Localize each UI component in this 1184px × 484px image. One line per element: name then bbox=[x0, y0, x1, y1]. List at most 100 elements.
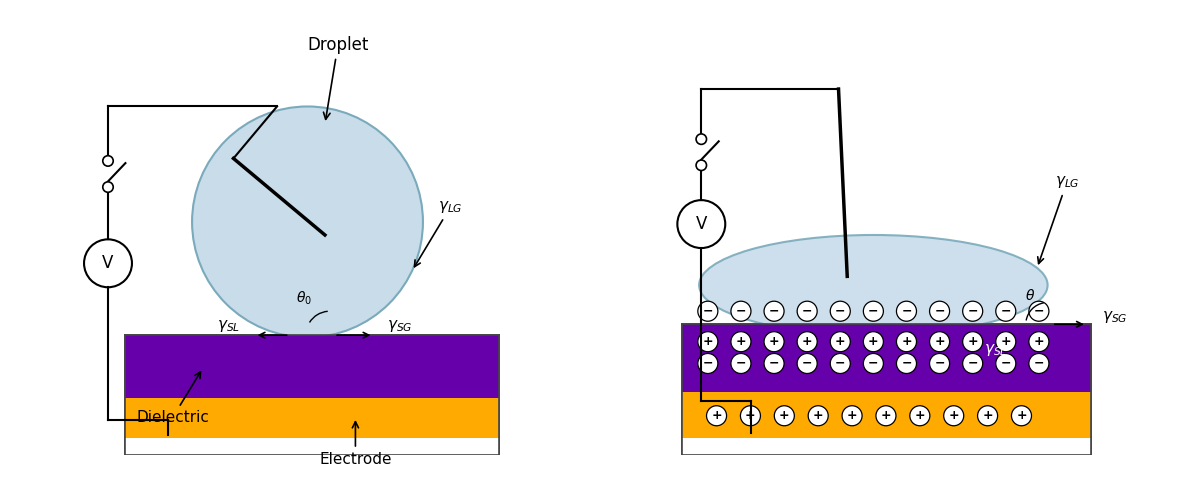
Text: +: + bbox=[881, 409, 892, 422]
Circle shape bbox=[696, 134, 707, 144]
Circle shape bbox=[697, 301, 718, 321]
Circle shape bbox=[103, 182, 114, 192]
Text: V: V bbox=[102, 254, 114, 272]
Text: −: − bbox=[802, 357, 812, 370]
Text: +: + bbox=[948, 409, 959, 422]
Circle shape bbox=[1011, 406, 1031, 426]
Circle shape bbox=[896, 301, 916, 321]
Bar bbox=[124, 335, 500, 398]
Text: $\gamma_{LG}$: $\gamma_{LG}$ bbox=[1037, 174, 1079, 264]
Circle shape bbox=[731, 301, 751, 321]
Text: −: − bbox=[1034, 305, 1044, 318]
Text: +: + bbox=[967, 335, 978, 348]
Circle shape bbox=[929, 353, 950, 374]
Circle shape bbox=[731, 332, 751, 352]
Circle shape bbox=[797, 332, 817, 352]
Circle shape bbox=[863, 353, 883, 374]
Text: +: + bbox=[1016, 409, 1027, 422]
Text: −: − bbox=[702, 305, 713, 318]
Circle shape bbox=[842, 406, 862, 426]
Circle shape bbox=[731, 353, 751, 374]
Bar bbox=[124, 398, 500, 438]
Text: +: + bbox=[802, 335, 812, 348]
Circle shape bbox=[944, 406, 964, 426]
Circle shape bbox=[764, 332, 784, 352]
Circle shape bbox=[1029, 301, 1049, 321]
Text: +: + bbox=[702, 335, 713, 348]
Text: −: − bbox=[1034, 357, 1044, 370]
Circle shape bbox=[707, 406, 727, 426]
Circle shape bbox=[963, 353, 983, 374]
Text: −: − bbox=[934, 357, 945, 370]
Text: $\gamma_{SG}$: $\gamma_{SG}$ bbox=[387, 318, 412, 333]
Text: Dielectric: Dielectric bbox=[136, 372, 208, 425]
Text: −: − bbox=[967, 305, 978, 318]
Bar bbox=[124, 335, 500, 398]
Text: +: + bbox=[901, 335, 912, 348]
Text: V: V bbox=[696, 215, 707, 233]
Circle shape bbox=[996, 301, 1016, 321]
Circle shape bbox=[764, 353, 784, 374]
Text: +: + bbox=[868, 335, 879, 348]
Text: +: + bbox=[779, 409, 790, 422]
Circle shape bbox=[929, 332, 950, 352]
Circle shape bbox=[677, 200, 726, 248]
Text: $\gamma_{SL}$: $\gamma_{SL}$ bbox=[217, 318, 240, 333]
Circle shape bbox=[996, 353, 1016, 374]
Bar bbox=[682, 392, 1092, 438]
Text: −: − bbox=[901, 357, 912, 370]
Text: −: − bbox=[802, 305, 812, 318]
Text: −: − bbox=[768, 357, 779, 370]
Circle shape bbox=[192, 106, 423, 337]
Text: −: − bbox=[735, 305, 746, 318]
Text: +: + bbox=[847, 409, 857, 422]
Text: −: − bbox=[967, 357, 978, 370]
Circle shape bbox=[797, 301, 817, 321]
Circle shape bbox=[103, 156, 114, 166]
Text: $\gamma_{LG}$: $\gamma_{LG}$ bbox=[414, 199, 463, 267]
Circle shape bbox=[797, 353, 817, 374]
Circle shape bbox=[740, 406, 760, 426]
Circle shape bbox=[696, 160, 707, 170]
Bar bbox=[682, 324, 1092, 455]
Circle shape bbox=[876, 406, 896, 426]
Circle shape bbox=[896, 332, 916, 352]
Bar bbox=[124, 335, 500, 455]
Text: $\gamma_{SL}$: $\gamma_{SL}$ bbox=[984, 342, 1006, 358]
Circle shape bbox=[84, 240, 131, 287]
Bar bbox=[124, 398, 500, 438]
Bar bbox=[682, 324, 1092, 455]
Text: $\gamma_{SG}$: $\gamma_{SG}$ bbox=[1102, 309, 1128, 325]
Circle shape bbox=[830, 332, 850, 352]
Circle shape bbox=[896, 353, 916, 374]
Text: +: + bbox=[735, 335, 746, 348]
Text: +: + bbox=[914, 409, 925, 422]
Bar bbox=[682, 324, 1092, 392]
Text: +: + bbox=[835, 335, 845, 348]
Text: Electrode: Electrode bbox=[320, 422, 392, 467]
Circle shape bbox=[863, 301, 883, 321]
Text: Droplet: Droplet bbox=[308, 36, 368, 120]
Bar bbox=[682, 324, 1092, 392]
Circle shape bbox=[1029, 353, 1049, 374]
Text: −: − bbox=[835, 357, 845, 370]
Circle shape bbox=[1029, 332, 1049, 352]
Circle shape bbox=[863, 332, 883, 352]
Bar bbox=[124, 335, 500, 455]
Circle shape bbox=[830, 353, 850, 374]
Text: $\theta_0$: $\theta_0$ bbox=[296, 289, 311, 307]
Text: −: − bbox=[735, 357, 746, 370]
Ellipse shape bbox=[699, 235, 1048, 335]
Circle shape bbox=[978, 406, 998, 426]
Circle shape bbox=[909, 406, 929, 426]
Circle shape bbox=[830, 301, 850, 321]
Text: −: − bbox=[1000, 305, 1011, 318]
Circle shape bbox=[963, 332, 983, 352]
Text: +: + bbox=[1034, 335, 1044, 348]
Text: +: + bbox=[983, 409, 993, 422]
Circle shape bbox=[809, 406, 829, 426]
Text: −: − bbox=[835, 305, 845, 318]
Text: −: − bbox=[1000, 357, 1011, 370]
Text: +: + bbox=[745, 409, 755, 422]
Text: $\theta$: $\theta$ bbox=[1025, 288, 1035, 303]
